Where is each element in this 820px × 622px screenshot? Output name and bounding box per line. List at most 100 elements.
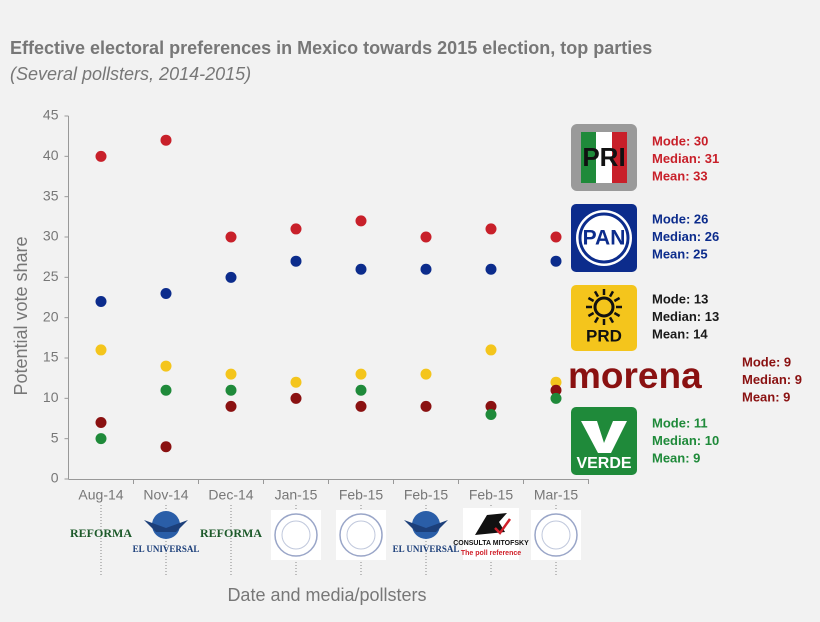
data-point xyxy=(485,400,497,412)
y-axis-label: Potential vote share xyxy=(11,236,31,395)
data-point xyxy=(550,255,562,267)
legend-logo-ray xyxy=(608,290,615,298)
legend-stat: Mean: 25 xyxy=(652,246,708,261)
legend-label: morena xyxy=(568,355,702,396)
legend-stat: Median: 31 xyxy=(652,151,719,166)
pollster-seal xyxy=(274,513,318,557)
pollster-seal-inner xyxy=(346,520,376,550)
data-point xyxy=(485,408,497,420)
chart-title: Effective electoral preferences in Mexic… xyxy=(10,38,652,58)
data-point xyxy=(225,368,237,380)
data-point xyxy=(485,344,497,356)
pollster-logo-bg xyxy=(531,510,581,560)
data-point xyxy=(355,263,367,275)
legend-stat: Mean: 9 xyxy=(652,450,700,465)
data-point xyxy=(420,368,432,380)
x-tick-label: Aug-14 xyxy=(78,487,123,503)
y-tick-label: 35 xyxy=(43,187,59,203)
x-tick-label: Dec-14 xyxy=(208,487,253,503)
pollster-eagle xyxy=(404,520,448,532)
data-point xyxy=(160,134,172,146)
data-point xyxy=(160,360,172,372)
data-point xyxy=(485,223,497,235)
legend-logo-v xyxy=(581,421,627,453)
legend-logo-white xyxy=(596,132,612,183)
legend-stat: Median: 13 xyxy=(652,309,719,324)
legend-stat: Mode: 26 xyxy=(652,211,708,226)
legend-stat: Mode: 13 xyxy=(652,291,708,306)
pollster-eagle xyxy=(144,520,188,532)
data-point xyxy=(420,263,432,275)
x-tick-label: Nov-14 xyxy=(143,487,188,503)
y-tick-label: 25 xyxy=(43,268,59,284)
y-tick-label: 40 xyxy=(43,147,59,163)
pollster-name: CONSULTA MITOFSKY xyxy=(453,540,529,547)
legend-logo-ray xyxy=(613,296,621,303)
x-tick-label: Feb-15 xyxy=(339,487,384,503)
legend-logo-red xyxy=(612,132,627,183)
pollster-seal xyxy=(534,513,578,557)
legend-logo xyxy=(571,285,637,351)
data-point xyxy=(290,223,302,235)
data-point xyxy=(290,255,302,267)
y-tick-label: 5 xyxy=(51,429,59,445)
legend-logo-sun xyxy=(593,296,615,318)
legend-logo-green xyxy=(581,132,596,183)
pollster-seal-inner xyxy=(541,520,571,550)
data-point xyxy=(550,392,562,404)
legend-stat: Mode: 11 xyxy=(652,415,708,430)
legend-logo-ray xyxy=(593,290,600,298)
legend-stat: Median: 10 xyxy=(652,433,719,448)
data-point xyxy=(95,417,107,429)
chart-subtitle: (Several pollsters, 2014-2015) xyxy=(10,64,251,84)
data-point xyxy=(160,384,172,396)
x-tick-label: Feb-15 xyxy=(404,487,449,503)
y-tick-label: 0 xyxy=(51,470,59,486)
legend-logo-ray xyxy=(587,311,595,318)
data-point xyxy=(160,441,172,453)
x-tick-label: Feb-15 xyxy=(469,487,514,503)
data-point xyxy=(420,400,432,412)
data-point xyxy=(95,296,107,308)
legend-stat: Mode: 9 xyxy=(742,354,791,369)
pollster-name: EL UNIVERSAL xyxy=(393,544,460,554)
legend-label: VERDE xyxy=(576,455,631,472)
legend-logo-ray xyxy=(608,316,615,324)
pollster-tagline: The poll reference xyxy=(461,550,521,557)
data-point xyxy=(355,368,367,380)
legend-stat: Mode: 30 xyxy=(652,133,708,148)
legend-logo-ray xyxy=(613,311,621,318)
legend-label: PRD xyxy=(586,326,622,345)
y-tick-label: 10 xyxy=(43,389,59,405)
x-tick-label: Jan-15 xyxy=(275,487,318,503)
pollster-name: EL UNIVERSAL xyxy=(133,544,200,554)
x-tick-label: Mar-15 xyxy=(534,487,579,503)
data-point xyxy=(225,231,237,243)
pollster-name: REFORMA xyxy=(200,526,262,540)
data-point xyxy=(95,344,107,356)
data-point xyxy=(95,150,107,162)
data-point xyxy=(95,433,107,445)
data-point xyxy=(225,400,237,412)
data-point xyxy=(355,215,367,227)
data-point xyxy=(160,287,172,299)
legend-logo-ray xyxy=(593,316,600,324)
data-point xyxy=(550,376,562,388)
legend-stat: Mean: 9 xyxy=(742,389,790,404)
y-tick-label: 15 xyxy=(43,349,59,365)
data-point xyxy=(225,271,237,283)
legend-stat: Median: 9 xyxy=(742,372,802,387)
data-point xyxy=(290,376,302,388)
y-tick-label: 30 xyxy=(43,228,59,244)
pollster-seal-inner xyxy=(281,520,311,550)
legend-stat: Mean: 33 xyxy=(652,168,708,183)
legend-stat: Mean: 14 xyxy=(652,326,708,341)
pollster-icon xyxy=(475,513,507,535)
legend-label: PAN xyxy=(583,227,626,250)
data-point xyxy=(550,231,562,243)
x-axis-label: Date and media/pollsters xyxy=(227,585,426,605)
data-point xyxy=(355,400,367,412)
data-point xyxy=(355,384,367,396)
